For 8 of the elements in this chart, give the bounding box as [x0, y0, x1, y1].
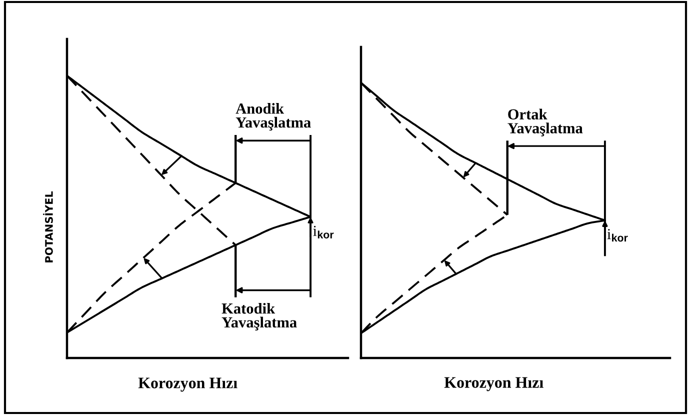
x-axis-title: Korozyon Hızı: [138, 378, 238, 392]
annotation: i$_{kor}$: [313, 226, 334, 238]
annotation: i$_{kor}$: [607, 228, 628, 242]
y-axis-title: POTANSİYEL: [43, 191, 53, 262]
x-axis-title: Korozyon Hızı: [444, 377, 544, 392]
annotation: Anodik Yavaşlatma: [236, 103, 311, 131]
annotation: Ortak Yavaşlatma: [508, 108, 583, 136]
annotation: Katodik Yavaşlatma: [222, 302, 297, 331]
